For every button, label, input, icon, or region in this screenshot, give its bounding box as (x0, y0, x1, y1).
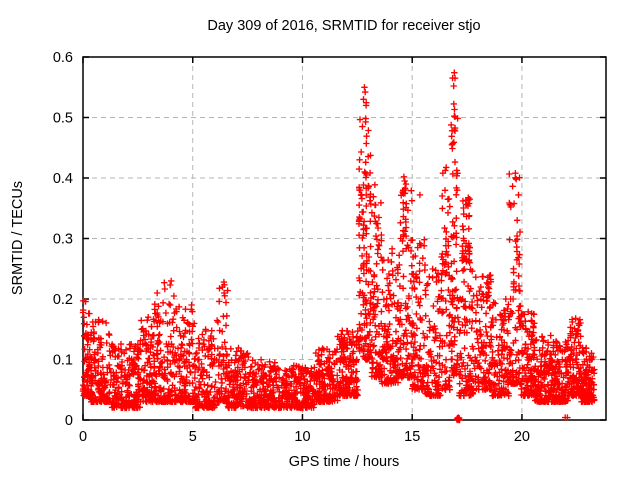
x-tick-label: 0 (79, 429, 87, 445)
chart-title: Day 309 of 2016, SRMTID for receiver stj… (207, 18, 480, 34)
y-tick-label: 0.3 (53, 232, 73, 248)
y-tick-label: 0.6 (53, 50, 73, 66)
x-tick-label: 5 (189, 429, 197, 445)
y-tick-label: 0.2 (53, 292, 73, 308)
y-tick-labels: 0 0.1 0.2 0.3 0.4 0.5 0.6 (53, 50, 73, 429)
y-tick-label: 0.1 (53, 353, 73, 369)
x-tick-label: 20 (514, 429, 530, 445)
x-tick-label: 10 (294, 429, 310, 445)
y-tick-label: 0.4 (53, 171, 73, 187)
scatter-points (79, 69, 598, 424)
x-axis-label: GPS time / hours (289, 454, 399, 470)
y-axis-label: SRMTID / TECUs (10, 181, 26, 295)
y-tick-label: 0 (65, 413, 73, 429)
x-tick-labels: 0 5 10 15 20 (79, 429, 530, 445)
y-tick-label: 0.5 (53, 111, 73, 127)
x-tick-label: 15 (404, 429, 420, 445)
plot-border (82, 56, 607, 421)
data-point-markers (79, 69, 598, 424)
